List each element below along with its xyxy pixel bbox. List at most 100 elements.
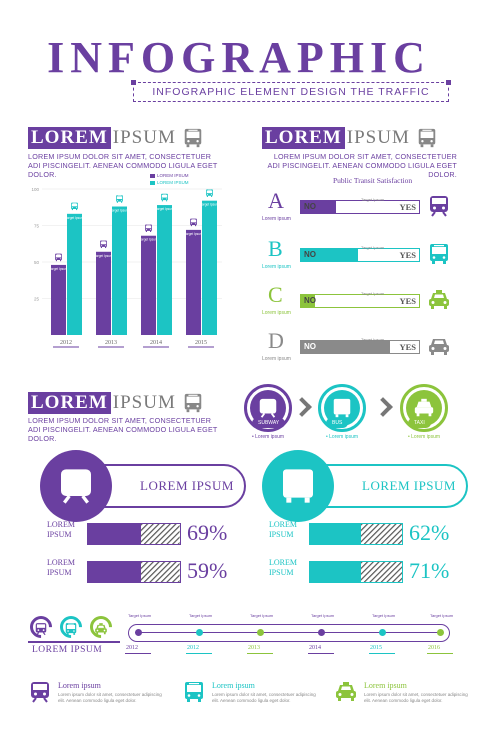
- stat-fill: [88, 562, 142, 582]
- no-label: NO: [304, 250, 316, 259]
- timeline-target: Target Ipsum: [250, 613, 274, 618]
- stat-label: LOREM IPSUM: [47, 558, 75, 577]
- satisfaction-row: B Lorem ipsum NO Target Ipsum YES: [262, 236, 458, 278]
- target-label: Target Ipsum: [361, 291, 385, 296]
- section-head-box: LOREM: [28, 127, 111, 149]
- transport-badge: BUS: [326, 418, 349, 428]
- bus-icon: [206, 189, 213, 197]
- chart-bar: [51, 264, 66, 335]
- transport-caption: • Lorem ipsum: [252, 434, 285, 440]
- stat-bar: [309, 523, 403, 545]
- no-label: NO: [304, 342, 316, 351]
- timeline-label: LOREM IPSUM: [32, 645, 103, 655]
- bar-label: Target Ipsum: [184, 232, 203, 236]
- taxi-icon: [427, 288, 451, 312]
- chart-bar: [96, 251, 111, 335]
- timeline-target: Target Ipsum: [128, 613, 152, 618]
- train-icon: [427, 194, 451, 218]
- chart-bar: [186, 229, 201, 335]
- satisfaction-bar: NO Target Ipsum YES: [300, 291, 420, 308]
- footer-text: Lorem ipsum dolor sit amet, consectetuer…: [58, 692, 162, 703]
- satisfaction-bar: NO Target Ipsum YES: [300, 337, 420, 354]
- stat-value: 62%: [409, 520, 450, 545]
- timeline-year: 2013: [248, 645, 260, 651]
- section-head-rest: IPSUM: [346, 127, 410, 148]
- bus-icon: [161, 193, 168, 202]
- row-letter: A: [268, 188, 284, 213]
- year-underline: [247, 653, 273, 654]
- bus-icon: [278, 466, 318, 506]
- row-letter: B: [268, 236, 283, 261]
- satisfaction-row: C Lorem ipsum NO Target Ipsum YES: [262, 282, 458, 324]
- x-tick-label: 2013: [105, 340, 117, 346]
- train-icon: [28, 680, 52, 704]
- yes-label: YES: [399, 342, 416, 352]
- banner-label: LOREM IPSUM: [362, 478, 456, 493]
- section-head-satisfaction: LOREM IPSUM: [262, 127, 438, 149]
- footer-title: Lorem ipsum: [212, 681, 255, 690]
- train-icon: [257, 397, 279, 419]
- section-head-transport: LOREM IPSUM: [28, 392, 204, 414]
- satisfaction-fill: [301, 201, 337, 213]
- row-letter: C: [268, 282, 283, 307]
- satisfaction-row: D Lorem ipsum NO Target Ipsum YES: [262, 328, 458, 370]
- no-label: NO: [304, 296, 316, 305]
- banner-circle: [262, 450, 334, 522]
- stat-hatch: [141, 524, 180, 544]
- yes-label: YES: [399, 202, 416, 212]
- page-title: INFOGRAPHIC: [47, 33, 431, 82]
- arrow-right-icon: [292, 397, 312, 417]
- x-tick-label: 2014: [150, 340, 162, 346]
- bar-label: Target Ipsum: [155, 207, 174, 211]
- y-tick-label: 75: [34, 224, 40, 229]
- bus-icon: [64, 622, 78, 636]
- taxi-icon: [334, 680, 358, 704]
- stat-fill: [310, 524, 361, 544]
- bus-icon: [416, 127, 438, 149]
- timeline-year: 2015: [370, 645, 382, 651]
- satisfaction-fill: [301, 295, 316, 307]
- timeline-dot: [135, 629, 142, 636]
- stat-bar: [87, 561, 181, 583]
- transport-badge: SUBWAY: [252, 418, 286, 428]
- bar-label: Target Ipsum: [49, 267, 68, 271]
- timeline-target: Target Ipsum: [189, 613, 213, 618]
- stat-bar: [309, 561, 403, 583]
- stat-value: 71%: [409, 558, 450, 583]
- timeline-year: 2012: [126, 645, 138, 651]
- year-underline: [369, 653, 395, 654]
- subtitle: INFOGRAPHIC ELEMENT DESIGN THE TRAFFIC: [131, 80, 451, 102]
- section-head-rest: IPSUM: [112, 392, 176, 413]
- y-tick-label: 100: [31, 187, 39, 192]
- section-head-rest: IPSUM: [112, 127, 176, 148]
- banner-label: LOREM IPSUM: [140, 478, 234, 493]
- timeline-dot: [437, 629, 444, 636]
- timeline-dot: [318, 629, 325, 636]
- stat-label: LOREM IPSUM: [47, 520, 75, 539]
- chart-legend: LOREM IPSUM LOREM IPSUM: [150, 172, 189, 186]
- divider: [28, 641, 120, 643]
- transport-badge: TAXI: [408, 418, 431, 428]
- bus-icon: [427, 242, 451, 266]
- timeline-dot: [379, 629, 386, 636]
- stat-value: 69%: [187, 520, 228, 545]
- chart-bar: [112, 206, 127, 335]
- satisfaction-fill: [301, 249, 358, 261]
- stat-label: LOREM IPSUM: [269, 520, 297, 539]
- stat-label: LOREM IPSUM: [269, 558, 297, 577]
- car-icon: [427, 334, 451, 358]
- chart-bar: [202, 200, 217, 335]
- year-underline: [308, 653, 334, 654]
- section-head-box: LOREM: [28, 392, 111, 414]
- percent-stat: LOREM IPSUM 62%: [269, 520, 469, 546]
- footer-item: Lorem ipsum Lorem ipsum dolor sit amet, …: [28, 680, 168, 710]
- train-icon: [56, 466, 96, 506]
- satisfaction-fill: [301, 341, 390, 353]
- percent-stat: LOREM IPSUM 59%: [47, 558, 247, 584]
- stat-fill: [310, 562, 361, 582]
- arrow-right-icon: [373, 397, 393, 417]
- bar-label: Target Ipsum: [110, 209, 129, 213]
- train-icon: [34, 622, 48, 636]
- stat-hatch: [141, 562, 180, 582]
- lorem-text: LOREM IPSUM DOLOR SIT AMET, CONSECTETUER…: [267, 152, 457, 179]
